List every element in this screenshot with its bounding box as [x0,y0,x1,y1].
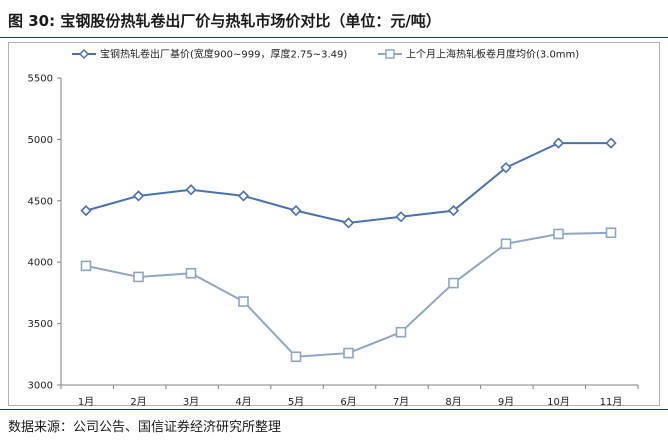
data-point-square [448,277,459,289]
data-point-diamond [552,137,565,149]
data-point-square [238,296,249,307]
data-point-square [290,351,302,363]
footer-rule [0,409,668,410]
source-note: 数据来源：公司公告、国信证券经济研究所整理 [8,420,282,435]
legend-label: 上个月上海热轧板卷月度均价(3.0mm) [406,48,579,61]
data-point-square [80,260,92,272]
data-point-diamond [605,137,617,149]
x-tick-label: 4月 [235,396,251,408]
legend-marker-diamond [78,48,90,60]
title-bar: 图 30: 宝钢股份热轧卷出厂价与热轧市场价对比（单位：元/吨） [0,0,668,38]
series-line-1 [85,142,611,224]
data-point-square [500,238,512,250]
data-point-square [605,227,617,239]
x-tick-label: 1月 [78,396,94,408]
x-tick-label: 11月 [600,396,623,408]
x-tick-label: 10月 [547,396,570,408]
data-point-square [343,347,354,359]
data-point-diamond [447,204,460,217]
y-tick-label: 5500 [28,74,53,85]
data-point-square [395,326,407,338]
data-point-square [185,267,197,279]
data-point-diamond [237,190,250,202]
series-line-2 [85,231,612,358]
y-tick-label: 4500 [28,196,53,207]
data-point-diamond [132,190,145,202]
figure-title: 图 30: 宝钢股份热轧卷出厂价与热轧市场价对比（单位：元/吨） [8,12,441,30]
y-tick-label: 4000 [28,258,53,269]
data-point-diamond [500,162,512,174]
x-tick-label: 8月 [445,396,461,408]
y-tick-label: 3000 [28,381,53,392]
chart-frame [8,42,660,406]
data-point-diamond [290,204,302,217]
x-tick-label: 3月 [183,396,199,408]
y-tick-label: 3500 [28,319,53,330]
legend-marker-square [385,49,395,59]
x-tick-label: 5月 [288,396,304,408]
x-tick-label: 7月 [393,396,409,408]
data-point-diamond [395,211,407,223]
data-point-diamond [185,184,197,196]
x-tick-label: 9月 [498,396,514,408]
legend-label: 宝钢热轧卷出厂基价(宽度900~999，厚度2.75~3.49) [100,48,347,61]
x-tick-label: 2月 [130,396,146,408]
data-point-square [553,228,564,240]
data-point-diamond [80,204,92,217]
data-point-diamond [342,217,355,229]
y-tick-label: 5000 [28,135,53,146]
x-tick-label: 6月 [340,396,356,408]
data-point-square [133,271,144,283]
